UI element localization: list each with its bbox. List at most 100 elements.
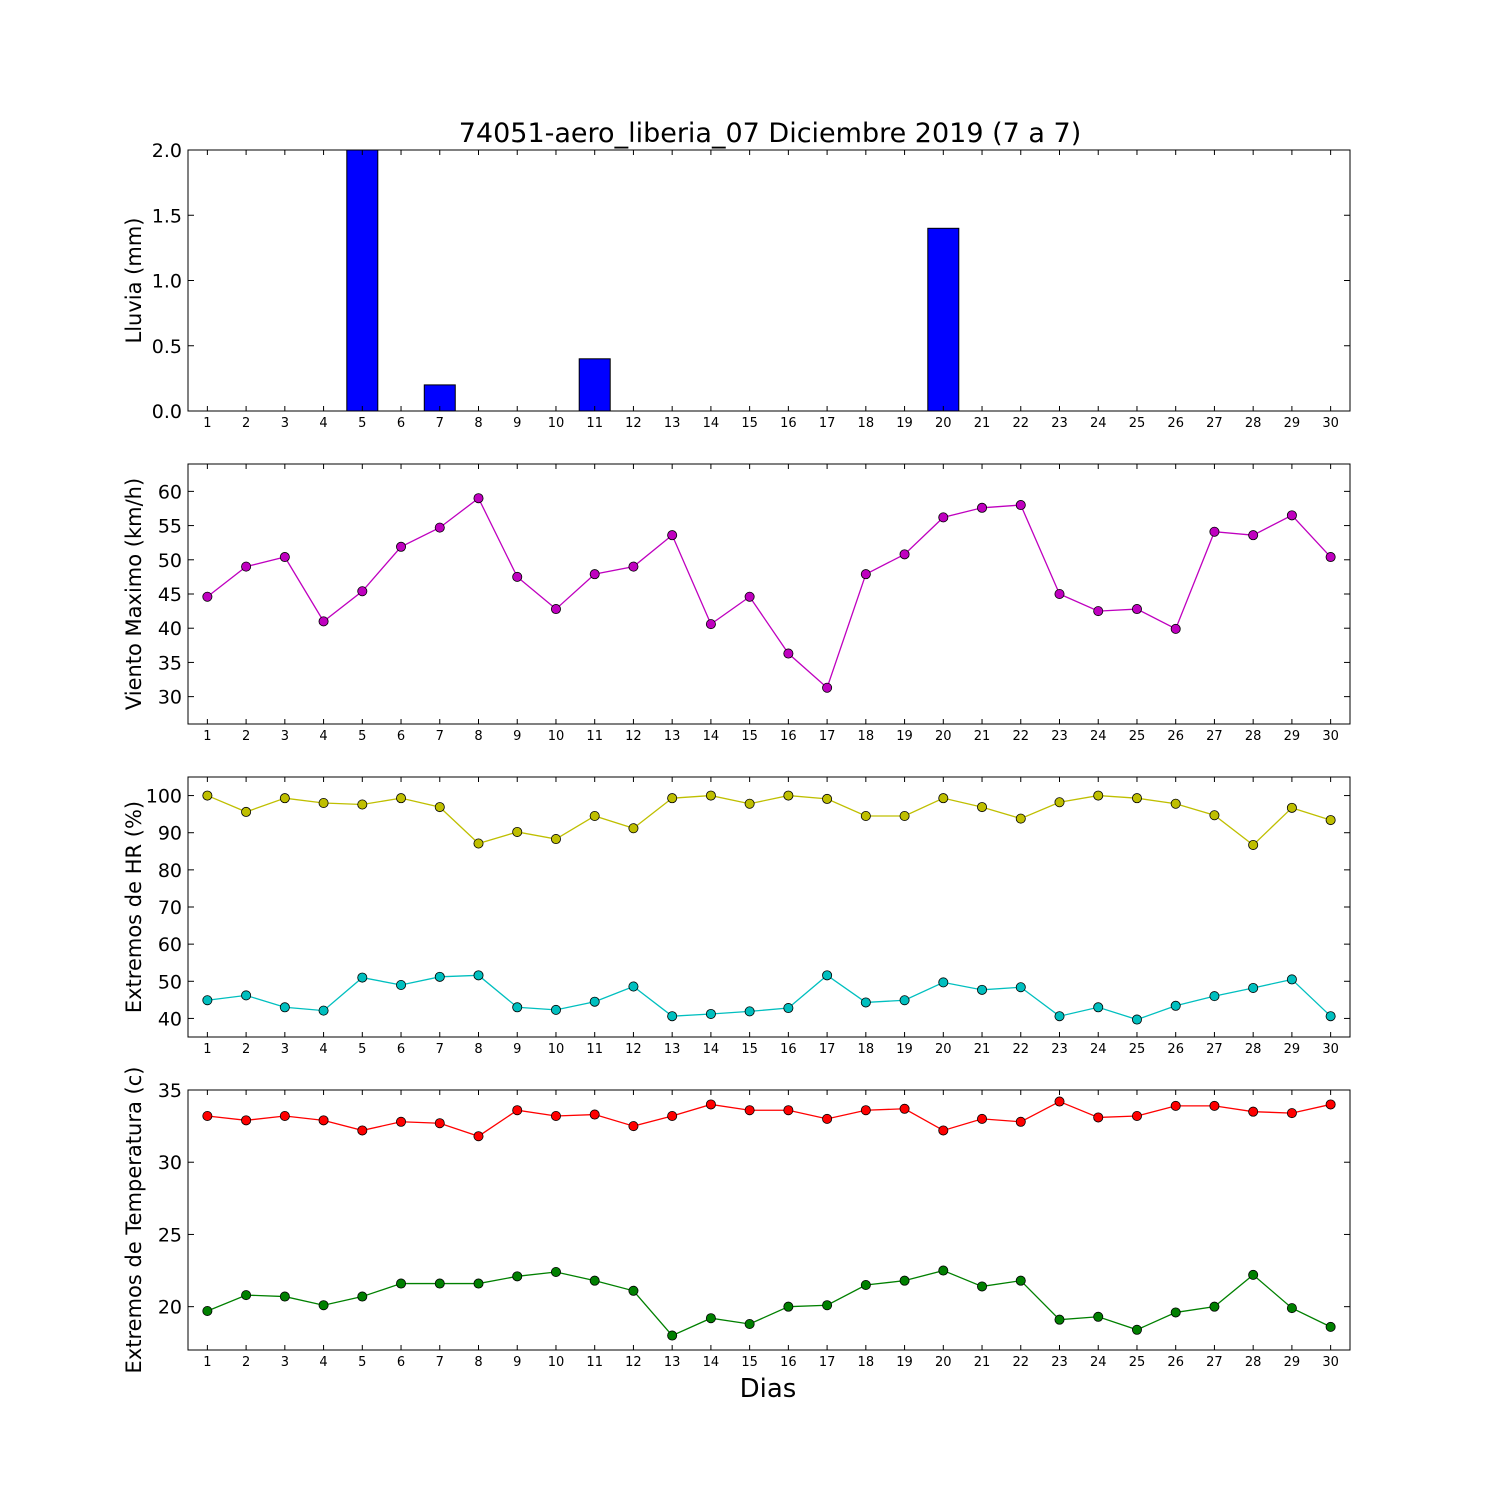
- x-tick-label: 16: [780, 1042, 797, 1057]
- data-point: [318, 1115, 329, 1126]
- y-tick-label: 70: [158, 897, 182, 919]
- x-tick-label: 16: [780, 1355, 797, 1370]
- data-point: [589, 569, 600, 580]
- data-point: [1131, 604, 1142, 615]
- x-tick-label: 16: [780, 416, 797, 431]
- x-tick-label: 17: [819, 1042, 836, 1057]
- data-point: [1248, 1269, 1259, 1280]
- x-tick-label: 8: [474, 729, 482, 744]
- x-tick-label: 3: [281, 416, 289, 431]
- x-tick-label: 27: [1206, 729, 1223, 744]
- axes-frame: [187, 776, 1351, 1038]
- data-point: [1015, 500, 1026, 511]
- data-point: [628, 1285, 639, 1296]
- rain-bar: [578, 358, 611, 412]
- x-tick-label: 24: [1090, 729, 1107, 744]
- data-point: [899, 995, 910, 1006]
- data-point: [357, 972, 368, 983]
- x-tick-label: 29: [1284, 1355, 1301, 1370]
- data-point: [202, 995, 213, 1006]
- data-point: [783, 1003, 794, 1014]
- x-tick-label: 30: [1322, 1042, 1339, 1057]
- data-point: [977, 502, 988, 513]
- y-tick-label: 90: [158, 823, 182, 845]
- data-point: [938, 793, 949, 804]
- x-tick-label: 29: [1284, 1042, 1301, 1057]
- data-point: [1209, 526, 1220, 537]
- data-point: [550, 1111, 561, 1122]
- humidity-panel: 1 2 3 4 5 6 7 8 9 10 11 12 13 14 15 16 17 18 19 20 21 22 23 24 2…: [122, 776, 1351, 1057]
- y-axis-label: Extremos de Temperatura (c): [122, 1067, 146, 1374]
- data-point: [744, 591, 755, 602]
- data-point: [1093, 1002, 1104, 1013]
- x-tick-label: 14: [703, 729, 720, 744]
- data-point: [705, 1313, 716, 1324]
- temperature-panel: 1 2 3 4 5 6 7 8 9 10 11 12 13 14 15 16 17 18 19 20 21 22 23 24 2…: [122, 1067, 1351, 1374]
- x-tick-label: 12: [625, 416, 642, 431]
- y-tick-label: 40: [158, 618, 182, 640]
- x-tick-label: 2: [242, 729, 250, 744]
- data-point: [318, 1300, 329, 1311]
- data-point: [1170, 798, 1181, 809]
- x-tick-label: 5: [358, 729, 366, 744]
- x-tick-label: 13: [664, 729, 681, 744]
- x-tick-label: 21: [974, 416, 991, 431]
- y-tick-label: 60: [158, 934, 182, 956]
- data-point: [318, 616, 329, 627]
- x-tick-label: 18: [858, 1355, 875, 1370]
- data-point: [1093, 1112, 1104, 1123]
- x-tick-label: 27: [1206, 1355, 1223, 1370]
- data-point: [667, 1330, 678, 1341]
- x-tick-label: 23: [1051, 1042, 1068, 1057]
- x-tick-label: 8: [474, 416, 482, 431]
- y-tick-label: 25: [158, 1224, 182, 1246]
- data-point: [783, 1105, 794, 1116]
- data-point: [938, 1265, 949, 1276]
- data-point: [822, 970, 833, 981]
- data-point: [899, 1103, 910, 1114]
- x-tick-label: 14: [703, 1042, 720, 1057]
- data-point: [550, 1004, 561, 1015]
- x-tick-label: 11: [586, 1355, 603, 1370]
- data-point: [512, 826, 523, 837]
- x-tick-label: 24: [1090, 1042, 1107, 1057]
- y-tick-label: 50: [158, 971, 182, 993]
- data-point: [241, 990, 252, 1001]
- x-tick-label: 25: [1129, 1042, 1146, 1057]
- x-tick-label: 3: [281, 729, 289, 744]
- series-line-1: [206, 497, 1332, 689]
- x-tick-label: 10: [548, 416, 565, 431]
- data-point: [822, 1300, 833, 1311]
- data-point: [705, 619, 716, 630]
- y-tick-label: 60: [158, 481, 182, 503]
- data-point: [434, 802, 445, 813]
- x-axis-label: Dias: [740, 1374, 797, 1404]
- y-tick-label: 30: [158, 1152, 182, 1174]
- data-point: [241, 1115, 252, 1126]
- x-tick-label: 13: [664, 416, 681, 431]
- x-tick-label: 1: [203, 416, 211, 431]
- x-tick-label: 22: [1012, 729, 1029, 744]
- x-tick-label: 26: [1167, 1042, 1184, 1057]
- data-point: [202, 1111, 213, 1122]
- data-point: [860, 997, 871, 1008]
- data-point: [357, 799, 368, 810]
- x-tick-label: 30: [1322, 1355, 1339, 1370]
- data-point: [1325, 1011, 1336, 1022]
- data-point: [1209, 991, 1220, 1002]
- data-point: [628, 561, 639, 572]
- x-tick-label: 14: [703, 416, 720, 431]
- data-point: [279, 1111, 290, 1122]
- data-point: [1170, 623, 1181, 634]
- data-point: [628, 981, 639, 992]
- data-point: [473, 493, 484, 504]
- x-tick-label: 21: [974, 1042, 991, 1057]
- x-tick-label: 25: [1129, 1355, 1146, 1370]
- data-point: [938, 512, 949, 523]
- data-point: [357, 586, 368, 597]
- data-point: [1015, 1116, 1026, 1127]
- data-point: [1054, 1314, 1065, 1325]
- x-tick-label: 2: [242, 1042, 250, 1057]
- x-tick-label: 2: [242, 416, 250, 431]
- data-point: [628, 1121, 639, 1132]
